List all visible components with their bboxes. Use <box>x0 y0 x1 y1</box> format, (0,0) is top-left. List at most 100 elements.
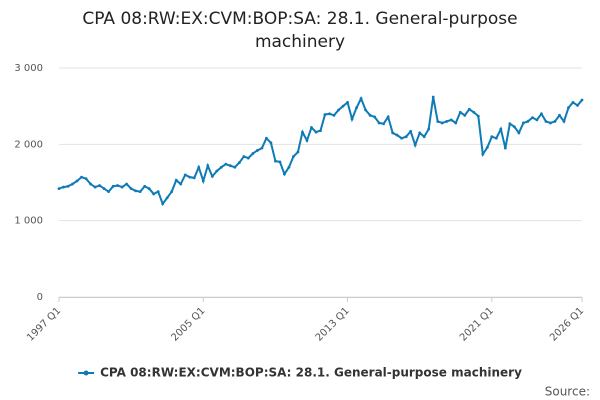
data-point <box>170 190 174 194</box>
data-point <box>314 130 318 134</box>
data-point <box>517 131 521 135</box>
data-point <box>508 122 512 126</box>
data-point <box>400 136 404 140</box>
data-point <box>418 131 422 135</box>
data-point <box>463 113 467 117</box>
data-point <box>138 190 142 194</box>
data-point <box>62 185 65 189</box>
data-point <box>580 98 584 102</box>
series-line <box>58 96 583 206</box>
data-point <box>490 135 494 139</box>
data-point <box>296 150 300 154</box>
data-point <box>562 120 566 123</box>
data-point <box>80 175 83 179</box>
y-tick-label: 3 000 <box>14 63 43 74</box>
data-point <box>228 164 232 168</box>
data-point <box>364 108 367 112</box>
y-tick-label: 0 <box>37 292 43 303</box>
x-tick-label: 1997 Q1 <box>25 305 63 343</box>
data-point <box>206 164 210 168</box>
data-point <box>246 156 250 160</box>
data-point <box>260 146 264 150</box>
data-point <box>535 118 539 122</box>
data-point <box>89 182 92 186</box>
data-point <box>305 139 309 142</box>
data-point <box>66 184 70 188</box>
data-point <box>283 172 286 176</box>
data-point <box>116 184 120 187</box>
x-tick-label: 2013 Q1 <box>314 305 352 343</box>
data-point <box>445 120 449 123</box>
data-point <box>427 127 431 131</box>
data-point <box>125 182 129 186</box>
x-tick-label: 2021 Q1 <box>458 305 496 343</box>
data-point <box>107 190 110 194</box>
data-point <box>219 165 223 169</box>
data-point <box>188 175 192 179</box>
data-point <box>98 184 101 187</box>
data-point <box>292 155 295 158</box>
data-point <box>576 104 579 107</box>
data-point <box>57 187 61 191</box>
data-point <box>269 141 273 145</box>
chart-title: CPA 08:RW:EX:CVM:BOP:SA: 28.1. General-p… <box>82 9 518 52</box>
data-point <box>264 136 268 140</box>
data-point <box>129 187 133 191</box>
data-point <box>368 113 372 117</box>
data-point <box>404 135 408 139</box>
data-point <box>84 177 88 181</box>
data-point <box>373 115 377 119</box>
data-point <box>224 162 228 166</box>
data-point <box>377 121 381 125</box>
source: Source: <box>545 385 590 399</box>
data-point <box>481 152 485 156</box>
data-point <box>526 120 530 123</box>
data-point <box>233 165 237 169</box>
data-point <box>567 106 570 110</box>
x-tick-label: 2005 Q1 <box>169 305 207 343</box>
data-point <box>350 117 354 121</box>
data-point <box>540 112 543 116</box>
data-point <box>431 95 435 99</box>
data-point <box>467 107 471 111</box>
data-point <box>544 120 548 123</box>
data-point <box>161 202 165 206</box>
data-point <box>301 130 304 134</box>
data-point <box>120 185 124 189</box>
data-point <box>409 129 413 133</box>
x-tick-label: 2026 Q1 <box>548 305 586 343</box>
data-point <box>558 113 561 117</box>
data-point <box>391 131 395 135</box>
data-point <box>332 113 336 117</box>
data-point <box>255 149 259 152</box>
data-point <box>143 184 147 188</box>
data-point <box>494 136 498 140</box>
data-point <box>503 146 507 150</box>
data-point <box>93 185 97 189</box>
data-point <box>111 184 115 188</box>
data-point <box>179 182 183 186</box>
data-point <box>512 125 516 129</box>
data-point <box>215 169 219 173</box>
data-point <box>382 122 386 126</box>
data-point <box>319 129 322 132</box>
data-point <box>454 121 458 125</box>
y-tick-label: 2 000 <box>14 139 43 150</box>
data-point <box>328 112 331 116</box>
data-point <box>440 121 444 125</box>
data-point <box>278 160 282 164</box>
data-point <box>476 114 480 118</box>
data-point <box>156 190 160 194</box>
data-point <box>521 121 525 125</box>
data-point <box>553 120 557 123</box>
data-point <box>183 173 187 177</box>
data-point <box>472 110 476 114</box>
data-point <box>499 127 503 131</box>
data-point <box>346 100 349 104</box>
data-point <box>237 161 241 165</box>
data-point <box>192 176 196 180</box>
data-point <box>71 182 74 186</box>
data-point <box>355 106 358 110</box>
